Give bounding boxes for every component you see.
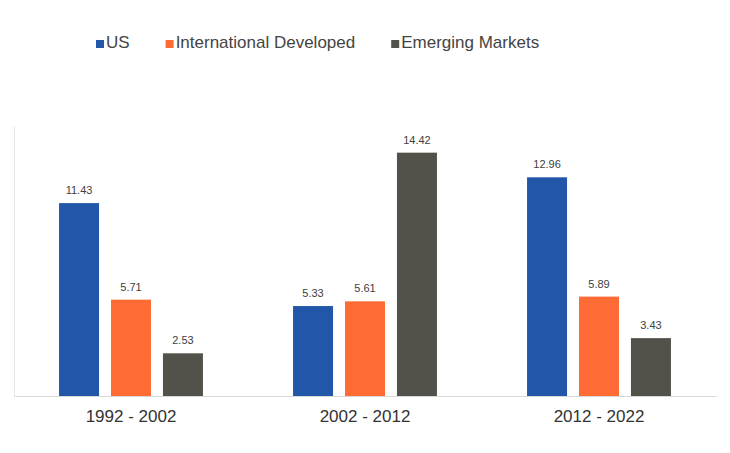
x-axis-line [15, 396, 717, 397]
data-label: 12.96 [533, 158, 561, 170]
legend-swatch [96, 40, 104, 48]
x-tick-label: 1992 - 2002 [86, 407, 177, 426]
data-label: 5.89 [588, 278, 609, 290]
legend-item: Emerging Markets [391, 33, 539, 52]
data-labels: 11.43 5.33 12.96 5.71 5.61 5.89 2.53 14.42 3.43 [66, 134, 662, 347]
bar [631, 338, 671, 396]
data-label: 11.43 [66, 184, 93, 196]
data-label: 2.53 [172, 334, 193, 346]
x-tick-label: 2002 - 2012 [320, 407, 411, 426]
series-bars [59, 177, 567, 396]
legend-label: Emerging Markets [401, 33, 539, 52]
legend-label: International Developed [176, 33, 356, 52]
bar [397, 153, 437, 396]
data-label: 5.71 [120, 281, 141, 293]
series-bars [163, 153, 671, 396]
legend: US International Developed Emerging Market… [96, 33, 539, 52]
series-bars [111, 297, 619, 396]
data-label: 5.61 [354, 282, 375, 294]
data-label: 14.42 [403, 134, 431, 146]
legend-item: US [96, 33, 130, 52]
y-axis [14, 127, 15, 397]
y-axis-line [14, 127, 15, 397]
x-tick-label: 2012 - 2022 [554, 407, 645, 426]
legend-swatch [166, 40, 174, 48]
legend-item: International Developed [166, 33, 356, 52]
bar [293, 306, 333, 396]
bar [579, 297, 619, 396]
bar [111, 300, 151, 396]
bars [59, 153, 671, 396]
bar [163, 353, 203, 396]
x-tick: 1992 - 2002 [86, 396, 177, 426]
x-tick: 2002 - 2012 [320, 396, 411, 426]
legend-label: US [106, 33, 130, 52]
x-tick: 2012 - 2022 [554, 396, 645, 426]
x-axis: 1992 - 2002 2002 - 2012 2012 - 2022 [15, 396, 717, 426]
legend-swatch [391, 40, 399, 48]
bar [527, 177, 567, 396]
data-label: 3.43 [640, 319, 661, 331]
data-label: 5.33 [302, 287, 323, 299]
chart: 11.435.3312.965.715.615.892.5314.423.431… [0, 0, 730, 453]
bar [345, 301, 385, 396]
bar [59, 203, 99, 396]
